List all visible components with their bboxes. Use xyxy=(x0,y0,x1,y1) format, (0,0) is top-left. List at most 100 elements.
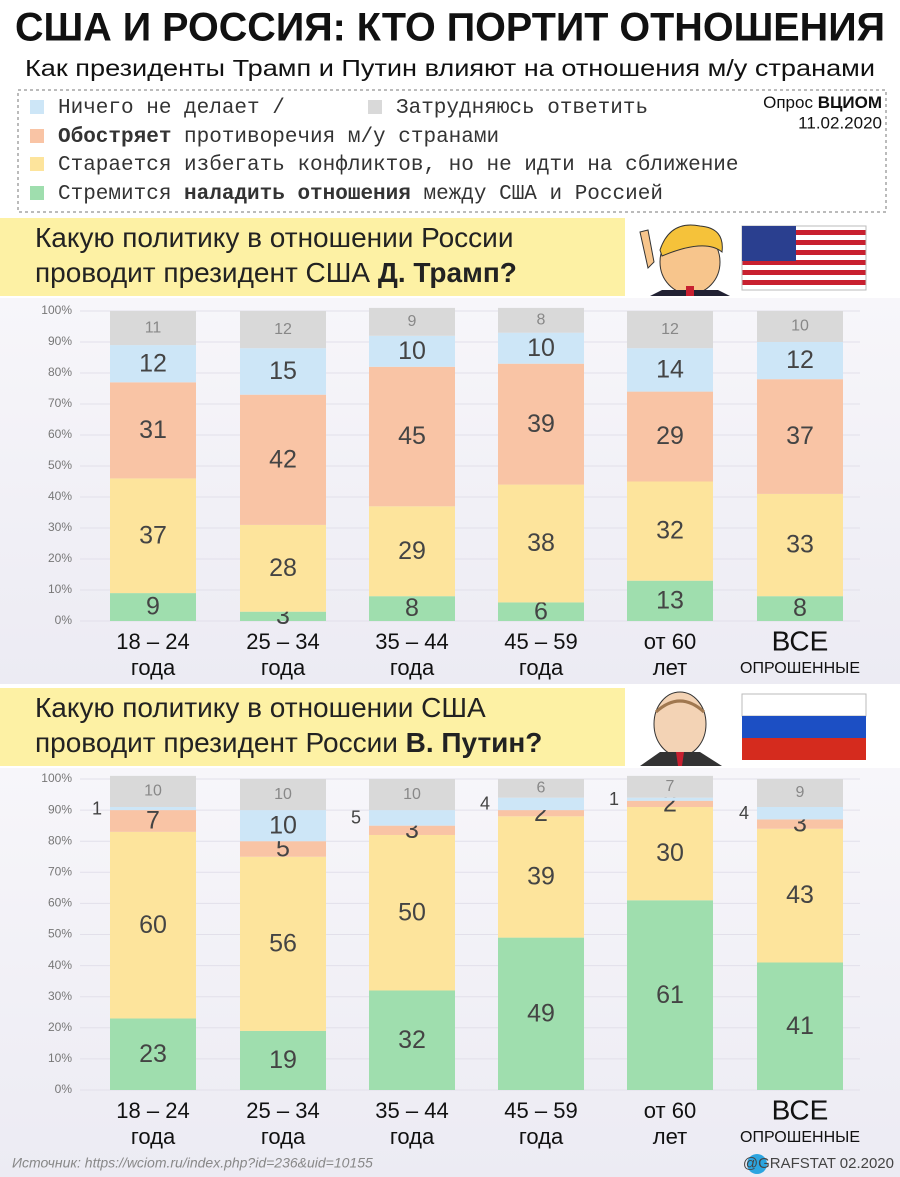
x-tick-label: 18 – 24 xyxy=(116,629,189,654)
x-tick-label: от 60 xyxy=(644,1098,696,1123)
bar-segment xyxy=(627,900,713,1090)
poll-source: Опрос ВЦИОМ xyxy=(763,93,882,112)
telegram-icon xyxy=(747,1154,767,1174)
legend-label: Затрудняюсь ответить xyxy=(396,97,648,120)
bar-segment xyxy=(369,810,455,826)
y-tick-label: 30% xyxy=(48,520,72,534)
bar-segment xyxy=(627,481,713,581)
bar-segment xyxy=(498,307,584,333)
trump-illustration xyxy=(639,224,730,296)
chart-question: проводит президент США Д. Трамп? xyxy=(35,257,517,288)
bar-segment xyxy=(757,962,843,1090)
x-tick-label: лет xyxy=(653,1124,687,1149)
chart-question: Какую политику в отношении России xyxy=(35,222,513,253)
legend-label: Стремится наладить отношения между США и… xyxy=(58,183,663,206)
bar-segment xyxy=(110,831,196,1019)
bar-segment xyxy=(627,348,713,392)
subtitle: Как президенты Трамп и Путин влияют на о… xyxy=(25,55,875,81)
value-label: 30 xyxy=(656,839,684,867)
bar-segment xyxy=(627,391,713,482)
bar-segment xyxy=(757,828,843,963)
russia-flag xyxy=(741,693,867,760)
bar-segment xyxy=(369,506,455,597)
x-tick-label: ВСЕ xyxy=(772,625,829,656)
x-tick-label: 45 – 59 xyxy=(504,629,577,654)
x-tick-label: 25 – 34 xyxy=(246,629,319,654)
bar-segment xyxy=(110,806,196,811)
value-label: 8 xyxy=(793,594,807,622)
x-tick-label: года xyxy=(261,1124,306,1149)
y-tick-label: 30% xyxy=(48,989,72,1003)
value-label: 12 xyxy=(786,346,814,374)
bar-segment xyxy=(498,797,584,811)
x-tick-label: года xyxy=(131,655,176,680)
bar-segment xyxy=(627,800,713,807)
text-part: противоречия м/у странами xyxy=(171,126,499,149)
bar-segment xyxy=(627,580,713,621)
value-label: 32 xyxy=(398,1026,426,1054)
value-label: 38 xyxy=(527,529,555,557)
bar-segment xyxy=(110,311,196,346)
bar-segment xyxy=(369,366,455,507)
value-label: 39 xyxy=(527,410,555,438)
value-label: 56 xyxy=(269,929,297,957)
value-label: 1 xyxy=(92,798,102,818)
text-part: наладить отношения xyxy=(184,183,411,206)
text-part: Затрудняюсь ответить xyxy=(396,97,648,120)
credit: @GRAFSTAT 02.2020 xyxy=(743,1155,894,1172)
y-tick-label: 60% xyxy=(48,896,72,910)
bar-segment xyxy=(498,937,584,1090)
y-tick-label: 10% xyxy=(48,1051,72,1065)
x-tick-label: 25 – 34 xyxy=(246,1098,319,1123)
us-flag xyxy=(741,225,867,291)
x-tick-label: года xyxy=(261,655,306,680)
y-tick-label: 40% xyxy=(48,958,72,972)
y-tick-label: 0% xyxy=(55,1082,73,1096)
legend-swatch xyxy=(30,129,44,143)
value-label: 41 xyxy=(786,1012,814,1040)
bar-segment xyxy=(498,602,584,621)
value-label: 13 xyxy=(656,586,684,614)
value-label: 9 xyxy=(408,313,417,330)
text-part: Какую политику в отношении России xyxy=(35,222,513,253)
text-part: Старается избегать конфликтов, но не идт… xyxy=(58,154,739,177)
bar-segment xyxy=(110,1018,196,1090)
text-part: Стремится xyxy=(58,183,184,206)
legend-swatch xyxy=(30,186,44,200)
bar-segment xyxy=(498,332,584,364)
text-part: Какую политику в отношении США xyxy=(35,692,486,723)
x-tick-label: ОПРОШЕННЫЕ xyxy=(740,1129,860,1146)
value-label: 45 xyxy=(398,422,426,450)
value-label: 33 xyxy=(786,531,814,559)
bar-segment xyxy=(498,810,584,817)
chart-question: Какую политику в отношении США xyxy=(35,692,486,723)
bar-segment xyxy=(240,524,326,612)
value-label: 10 xyxy=(403,786,421,803)
y-tick-label: 100% xyxy=(41,771,72,785)
value-label: 10 xyxy=(144,783,162,800)
x-tick-label: года xyxy=(131,1124,176,1149)
chart-question: проводит президент России В. Путин? xyxy=(35,727,542,758)
bar-segment xyxy=(627,797,713,801)
bar-segment xyxy=(369,990,455,1090)
text-part: между США и Россией xyxy=(411,183,663,206)
y-tick-label: 80% xyxy=(48,365,72,379)
putin-illustration xyxy=(640,691,722,766)
x-tick-label: года xyxy=(390,655,435,680)
y-tick-label: 40% xyxy=(48,489,72,503)
bar-segment xyxy=(757,493,843,597)
bar-segment xyxy=(240,394,326,525)
value-label: 6 xyxy=(534,597,548,625)
y-tick-label: 0% xyxy=(55,613,73,627)
value-label: 8 xyxy=(405,594,419,622)
value-label: 49 xyxy=(527,999,555,1027)
bar-segment xyxy=(627,806,713,901)
poll-date: 11.02.2020 xyxy=(798,113,882,132)
bar-segment xyxy=(369,779,455,811)
y-tick-label: 90% xyxy=(48,802,72,816)
bar-segment xyxy=(757,379,843,494)
bar-segment xyxy=(369,825,455,835)
value-label: 4 xyxy=(480,794,490,814)
x-tick-label: ВСЕ xyxy=(772,1094,829,1125)
